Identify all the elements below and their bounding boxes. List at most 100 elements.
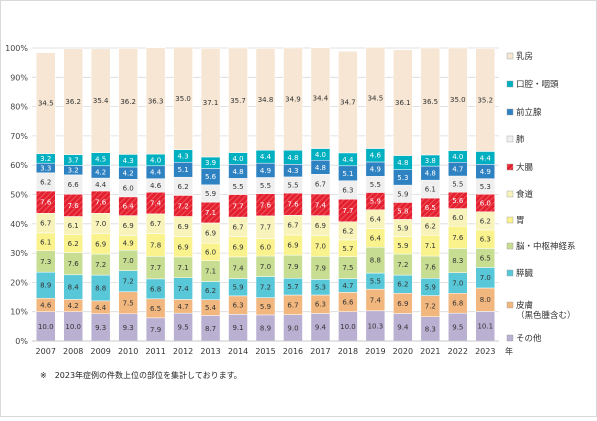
- data-label: 7.5: [342, 264, 353, 272]
- data-label: 5.9: [260, 303, 271, 311]
- data-label: 3.2: [68, 167, 79, 175]
- data-label: 5.5: [370, 181, 381, 189]
- data-label: 7.5: [123, 299, 134, 307]
- bar-segment: [90, 48, 111, 153]
- data-label: 6.2: [480, 217, 491, 225]
- data-label: 4.4: [480, 154, 492, 162]
- data-label: 37.1: [203, 99, 219, 107]
- data-label: 4.4: [95, 181, 107, 189]
- data-label: 6.1: [425, 186, 436, 194]
- data-label: 8.4: [68, 284, 80, 292]
- x-tick-label: 2011: [145, 347, 165, 356]
- data-label: 35.0: [450, 96, 466, 104]
- data-label: 7.2: [425, 303, 436, 311]
- data-label: 6.3: [232, 302, 243, 310]
- data-label: 6.7: [40, 220, 51, 228]
- data-label: 7.6: [95, 199, 107, 207]
- bar-stack: 9.5 4.7 7.4 7.1 6.9 6.9 7.2 6.2 5.1 4.3 35.0: [173, 46, 193, 342]
- data-label: 7.7: [232, 202, 243, 210]
- data-label: 7.6: [68, 202, 80, 210]
- bar-segment: [448, 47, 468, 151]
- data-label: 6.9: [232, 243, 243, 251]
- data-label: 10.0: [65, 323, 81, 331]
- data-label: 8.9: [40, 282, 51, 290]
- data-label: 6.0: [123, 185, 134, 193]
- data-label: 5.7: [287, 283, 298, 291]
- legend-label: （黒色腫含む）: [516, 310, 576, 321]
- data-label: 6.3: [342, 186, 353, 194]
- data-label: 8.8: [95, 284, 106, 292]
- bar-segment: [200, 48, 221, 158]
- legend-entry: 肺: [506, 135, 525, 145]
- data-label: 6.5: [425, 204, 436, 212]
- data-label: 4.0: [452, 153, 463, 161]
- bars: 10.04.68.97.36.16.77.66.23.33.234.510.04…: [35, 46, 496, 342]
- x-tick-label: 2007: [36, 347, 56, 356]
- legend-swatch: [506, 108, 514, 116]
- bar-stack: 10.3 7.4 5.5 8.8 6.4 6.4 5.9 5.5 4.9 4.6 34.5: [365, 47, 386, 342]
- data-label: 7.0: [123, 257, 134, 265]
- data-label: 4.0: [150, 156, 161, 164]
- legend-entry: 食道: [506, 189, 534, 200]
- data-label: 4.7: [342, 282, 353, 290]
- bar-segment: [255, 48, 276, 151]
- bar-stack: 10.0 6.6 4.7 7.5 5.7 6.2 7.7 6.3 5.1 4.4 34.7: [338, 50, 358, 342]
- data-label: 7.1: [178, 264, 189, 272]
- data-label: 36.2: [120, 98, 136, 106]
- x-tick-label: 2010: [118, 347, 138, 356]
- bar-stack: 7.9 6.5 6.8 7.7 7.8 6.7 7.4 4.6 4.4 4.0 36.3: [145, 47, 166, 342]
- y-tick-label: 40%: [10, 220, 28, 229]
- data-label: 8.9: [260, 324, 271, 332]
- x-tick-label: 2014: [228, 347, 248, 356]
- data-label: 6.5: [150, 305, 161, 313]
- data-label: 6.7: [232, 223, 243, 231]
- data-label: 6.8: [452, 300, 463, 308]
- data-label: 6.4: [370, 216, 382, 224]
- bar-stack: 9.5 6.8 7.0 8.3 7.6 6.0 5.6 5.5 4.7 4.0 35.0: [448, 47, 468, 342]
- data-label: 8.8: [370, 257, 381, 265]
- data-label: 6.9: [178, 223, 189, 231]
- data-label: 36.3: [148, 97, 164, 105]
- data-label: 6.1: [68, 222, 79, 230]
- data-label: 5.6: [452, 197, 464, 205]
- legend-label: 大腸: [516, 162, 534, 173]
- data-label: 5.6: [205, 173, 217, 181]
- legend-swatch: [506, 216, 514, 224]
- legend-label: 脳・中枢神経系: [516, 241, 576, 252]
- legend-swatch: [506, 269, 514, 277]
- data-label: 9.4: [315, 324, 327, 332]
- data-label: 5.9: [205, 190, 216, 198]
- data-label: 7.4: [232, 264, 244, 272]
- data-label: 6.9: [123, 222, 134, 230]
- data-label: 4.0: [232, 155, 243, 163]
- bar-stack: 8.7 5.4 6.2 7.1 6.0 6.9 7.1 5.9 5.6 3.9 37.1: [200, 48, 221, 342]
- x-tick-label: 2015: [255, 347, 275, 356]
- data-label: 7.0: [95, 220, 106, 228]
- data-label: 7.0: [452, 279, 463, 287]
- y-tick-label: 100%: [5, 44, 28, 53]
- legend-label: 皮膚: [516, 300, 533, 311]
- data-label: 35.2: [477, 96, 493, 104]
- data-label: 7.4: [150, 199, 162, 207]
- data-label: 5.5: [232, 183, 243, 191]
- y-tick-label: 80%: [10, 103, 28, 112]
- data-label: 6.9: [397, 300, 408, 308]
- bar-stack: 10.0 4.2 8.4 7.6 6.2 6.1 7.6 6.6 3.2 3.7 36.2: [63, 48, 83, 342]
- data-label: 6.2: [425, 223, 436, 231]
- x-tick-label: 2019: [365, 347, 385, 356]
- data-label: 5.9: [370, 198, 381, 206]
- data-label: 7.0: [260, 263, 271, 271]
- legend-swatch: [506, 135, 514, 143]
- data-label: 36.1: [395, 99, 411, 107]
- legend-entry: 脳・中枢神経系: [506, 241, 576, 252]
- data-label: 7.4: [178, 285, 190, 293]
- y-tick-label: 10%: [10, 308, 28, 317]
- data-label: 5.5: [287, 181, 298, 189]
- bar-stack: 9.4 6.3 5.3 7.9 7.0 6.9 7.4 6.7 4.8 4.0 34.4: [310, 47, 331, 342]
- data-label: 4.5: [95, 156, 106, 164]
- data-label: 5.5: [260, 182, 271, 190]
- legend-swatch: [506, 80, 514, 88]
- x-tick-label: 2023: [475, 347, 495, 356]
